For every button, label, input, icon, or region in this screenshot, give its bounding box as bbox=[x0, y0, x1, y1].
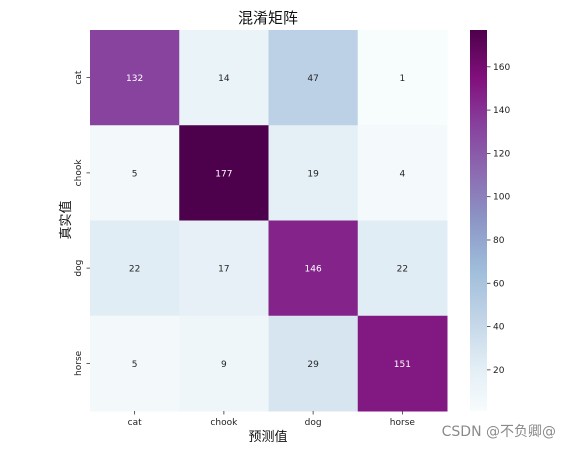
cell-value-label: 9 bbox=[221, 360, 227, 370]
heatmap-cell bbox=[90, 315, 180, 412]
watermark-text: CSDN @不负卿@ bbox=[441, 424, 556, 440]
colorbar-tick-label: 60 bbox=[493, 279, 505, 289]
heatmap-cell bbox=[179, 125, 269, 221]
cell-value-label: 4 bbox=[400, 169, 406, 179]
colorbar-tick-label: 140 bbox=[493, 106, 510, 116]
x-axis-label: 预测值 bbox=[248, 429, 287, 445]
x-axis-ticks: cat chook dog horse bbox=[128, 411, 416, 428]
x-tick-label: cat bbox=[128, 418, 142, 428]
cell-value-label: 5 bbox=[132, 169, 138, 179]
x-tick-label: chook bbox=[210, 418, 238, 428]
cell-value-label: 14 bbox=[218, 74, 230, 84]
heatmap-cell bbox=[357, 220, 448, 317]
y-axis-label: 真实值 bbox=[58, 200, 74, 239]
cell-value-label: 146 bbox=[305, 265, 322, 275]
cell-value-label: 22 bbox=[397, 265, 408, 275]
colorbar: 20 40 60 80 100 120 140 160 bbox=[470, 30, 510, 411]
cell-value-label: 29 bbox=[307, 360, 319, 370]
colorbar-tick-label: 160 bbox=[493, 63, 510, 73]
colorbar-gradient bbox=[470, 30, 487, 411]
colorbar-tick-label: 100 bbox=[493, 193, 510, 203]
heatmap-cell bbox=[357, 125, 448, 221]
y-axis-ticks: cat chook dog horse bbox=[74, 70, 90, 376]
heatmap-cell bbox=[179, 220, 269, 317]
colorbar-tick-label: 40 bbox=[493, 323, 505, 333]
heatmap-cells: 132 14 47 1 5 177 19 4 22 17 146 22 5 9 29 151 bbox=[90, 30, 448, 412]
heatmap-cell bbox=[268, 220, 359, 317]
cell-value-label: 47 bbox=[307, 74, 318, 84]
cell-value-label: 151 bbox=[394, 360, 411, 370]
y-tick-label: dog bbox=[74, 260, 84, 277]
colorbar-tick-label: 20 bbox=[493, 366, 505, 376]
cell-value-label: 22 bbox=[129, 265, 140, 275]
cell-value-label: 1 bbox=[400, 74, 406, 84]
heatmap-cell bbox=[179, 30, 269, 126]
y-tick-label: cat bbox=[74, 70, 84, 84]
heatmap-cell bbox=[268, 125, 359, 221]
chart-title: 混淆矩阵 bbox=[238, 9, 298, 27]
heatmap-cell bbox=[268, 315, 359, 412]
y-tick-label: horse bbox=[74, 350, 84, 376]
cell-value-label: 177 bbox=[215, 169, 232, 179]
y-tick-label: chook bbox=[74, 159, 84, 187]
colorbar-tick-label: 120 bbox=[493, 149, 510, 159]
heatmap-cell bbox=[90, 125, 180, 221]
heatmap-cell bbox=[90, 220, 180, 317]
cell-value-label: 19 bbox=[307, 169, 319, 179]
cell-value-label: 5 bbox=[132, 360, 138, 370]
x-tick-label: dog bbox=[305, 418, 322, 428]
heatmap-cell bbox=[357, 30, 448, 126]
cell-value-label: 17 bbox=[218, 265, 229, 275]
colorbar-tick-label: 80 bbox=[493, 236, 505, 246]
heatmap-cell bbox=[179, 315, 269, 412]
x-tick-label: horse bbox=[390, 418, 416, 428]
heatmap-cell bbox=[90, 30, 180, 126]
cell-value-label: 132 bbox=[126, 74, 143, 84]
heatmap-cell bbox=[357, 315, 448, 412]
heatmap-cell bbox=[268, 30, 359, 126]
